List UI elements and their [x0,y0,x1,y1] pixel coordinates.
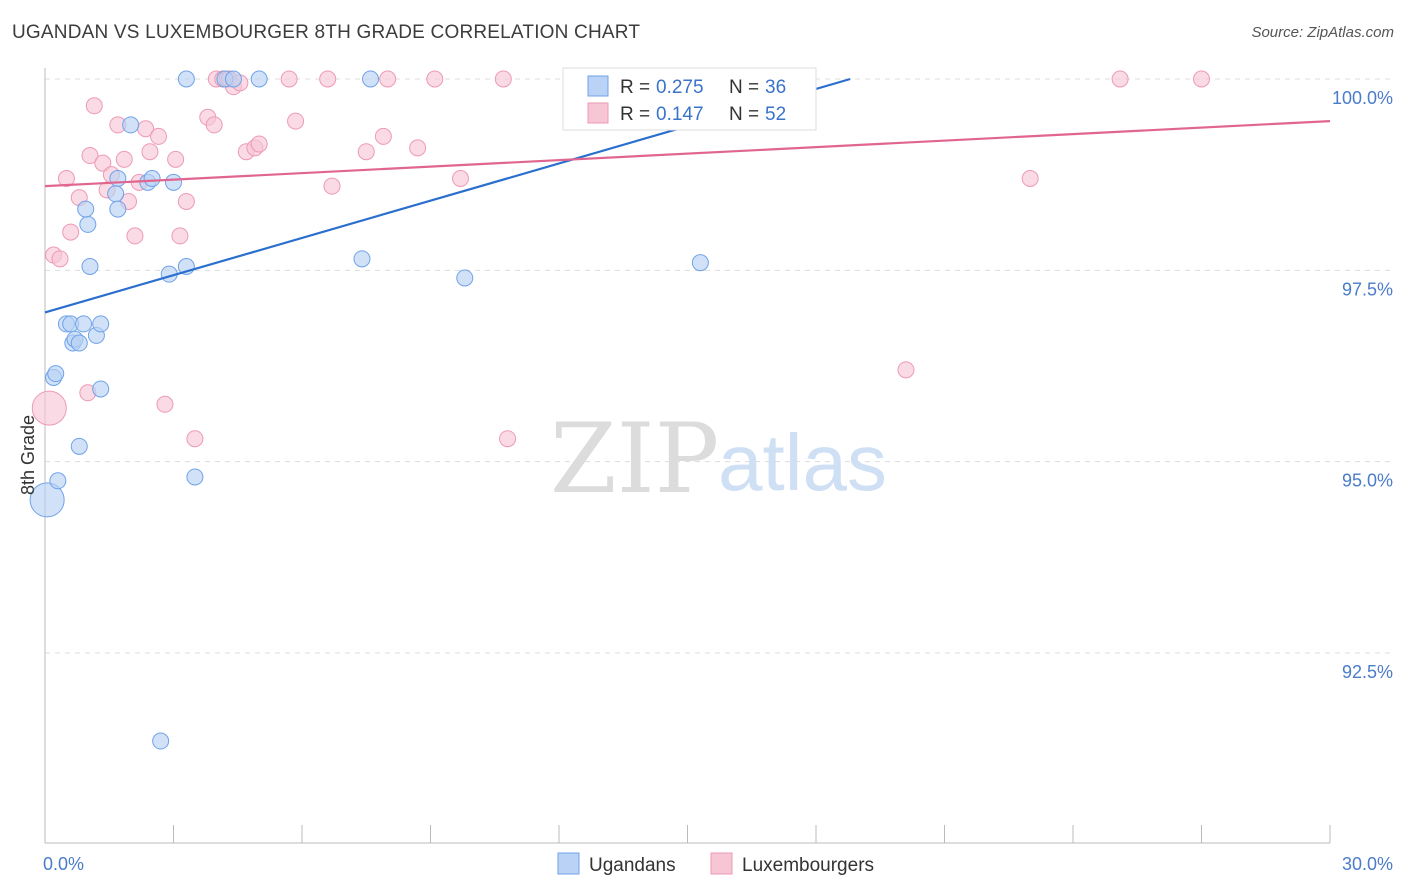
luxembourger-point [62,223,80,241]
luxembourger-bottom-legend-swatch [710,852,733,875]
luxembourger-point [150,127,168,145]
ugandan-point [109,169,127,187]
luxembourger-point [319,70,337,88]
legend-r-label: R = [620,104,650,125]
tick-labels: 100.0% 97.5% 95.0% 92.5% 0.0% 30.0% 8th Grade [18,88,1393,874]
legend-n-value: 36 [765,77,786,98]
ugandan-point [224,70,242,88]
luxembourger-point [374,127,392,145]
ugandan-point [186,468,204,486]
luxembourger-point [357,143,375,161]
ugandan-point [75,315,93,333]
luxembourger-point [31,390,67,426]
legend-n-label: N = [729,104,759,125]
ugandan-point [79,215,97,233]
data-points [29,70,1210,750]
legend-r-value: 0.275 [656,77,704,98]
luxembourger-bottom-legend-label: Luxembourgers [742,855,874,876]
y-tick-label: 97.5% [1342,279,1393,299]
chart-source: Source: ZipAtlas.com [1251,24,1394,41]
y-axis-title: 8th Grade [18,415,38,495]
chart-title: UGANDAN VS LUXEMBOURGER 8TH GRADE CORREL… [12,22,641,43]
ugandan-bottom-legend-label: Ugandans [589,855,676,876]
ugandan-point [81,258,99,276]
luxembourger-point [81,147,99,165]
legend: R = 0.275 N = 36 R = 0.147 N = 52 [562,67,817,131]
luxembourger-point [167,150,185,168]
ugandan-point [70,334,88,352]
ugandan-point [152,732,170,750]
luxembourger-point [250,135,268,153]
ugandan-point [92,380,110,398]
luxembourger-point [141,143,159,161]
luxembourger-point [205,116,223,134]
luxembourger-point [379,70,397,88]
ugandan-point [49,472,67,490]
ugandan-bottom-legend-swatch [557,852,580,875]
ugandan-point [362,70,380,88]
luxembourger-point [897,361,915,379]
ugandan-point [47,365,65,383]
luxembourger-point [51,250,69,268]
luxembourger-point [494,70,512,88]
ugandan-point [165,173,182,191]
luxembourger-point [156,395,174,413]
legend-n-value: 52 [765,104,786,125]
luxembourger-trend-line [44,119,1331,188]
ugandan-point [250,70,268,88]
ugandan-point [691,254,709,272]
luxembourger-point [323,177,341,195]
y-tick-label: 100.0% [1332,88,1393,108]
x-tick-label: 0.0% [43,854,84,874]
watermark: ZIP atlas [550,403,887,515]
watermark-zip: ZIP [550,403,719,515]
luxembourger-point [1021,169,1039,187]
ugandan-point [92,315,110,333]
ugandan-point [122,116,140,134]
luxembourger-point [451,169,469,187]
luxembourger-point [85,97,103,115]
luxembourger-point [171,227,189,245]
luxembourger-point [280,70,298,88]
luxembourger-point [409,139,427,157]
ugandan-point [107,185,125,203]
luxembourger-point [57,169,75,187]
x-tick-label: 30.0% [1342,854,1393,874]
luxembourger-point [126,227,144,245]
ugandan-point [109,200,127,218]
y-tick-label: 92.5% [1342,662,1393,682]
legend-n-label: N = [729,77,759,98]
ugandan-point [177,70,195,88]
ugandan-point [353,250,371,268]
luxembourger-point [186,430,204,448]
luxembourger-point [1193,70,1210,88]
grid-lines [45,78,1392,654]
legend-r-value: 0.147 [656,104,704,125]
ugandan-point [143,169,161,187]
y-tick-label: 95.0% [1342,471,1393,491]
ugandan-point [456,269,474,287]
watermark-atlas: atlas [718,418,887,507]
ugandan-legend-swatch [587,75,609,97]
luxembourger-point [94,154,112,172]
ugandan-point [70,437,88,455]
ugandan-point [77,200,95,218]
legend-r-label: R = [620,77,650,98]
luxembourger-point [426,70,444,88]
luxembourger-point [1111,70,1129,88]
luxembourger-point [499,430,517,448]
luxembourger-point [287,112,305,130]
luxembourger-point [115,150,133,168]
ugandan-point [29,482,65,518]
axes [44,68,1331,844]
luxembourger-legend-swatch [587,102,609,124]
bottom-legend: Ugandans Luxembourgers [557,852,874,876]
luxembourger-point [177,192,195,210]
